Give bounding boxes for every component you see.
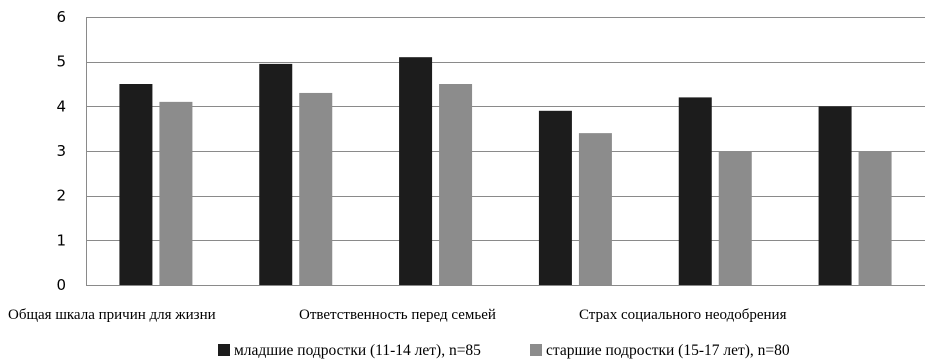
legend-swatch [218,344,230,356]
bar-older-2 [439,84,473,285]
bar-younger-5 [818,106,852,285]
legend-label: старшие подростки (15-17 лет), n=80 [546,342,790,359]
bar-older-3 [578,133,612,285]
y-tick-label: 4 [56,97,66,115]
axes [86,17,925,286]
y-tick-label: 3 [56,142,66,160]
gridlines [86,17,925,241]
x-category-label: Ответственность перед семьей [299,307,496,323]
bar-older-4 [718,151,752,285]
legend-swatch [530,344,542,356]
bar-younger-1 [259,63,293,286]
legend-label: младшие подростки (11-14 лет), n=85 [234,342,481,359]
bar-older-0 [159,101,193,285]
bars [119,57,892,286]
bar-younger-2 [399,57,433,286]
y-tick-label: 1 [56,231,66,249]
bar-older-5 [858,151,892,285]
y-tick-label: 0 [56,276,66,294]
y-tick-label: 2 [56,187,66,205]
x-category-label: Страх социального неодобрения [579,307,787,323]
bar-younger-0 [119,84,153,285]
legend: младшие подростки (11-14 лет), n=85 старш… [218,342,790,359]
y-tick-label: 5 [56,53,66,71]
labels: 0 1 2 3 4 5 6 Общая шкала причин для жизни Ответ… [8,8,787,323]
y-tick-label: 6 [56,8,66,26]
bar-older-1 [299,92,333,285]
bar-younger-4 [678,97,712,286]
x-category-label: Общая шкала причин для жизни [8,307,216,323]
bar-younger-3 [538,110,572,285]
